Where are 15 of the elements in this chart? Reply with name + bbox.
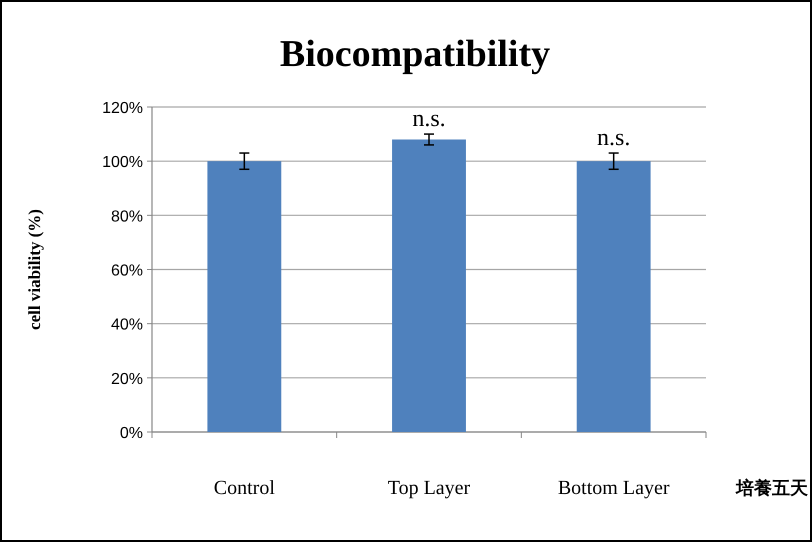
y-tick-label: 20% [110,370,143,388]
x-tick-label: Control [214,477,276,499]
y-tick-label: 80% [110,208,143,226]
y-tick-label: 100% [102,154,143,172]
y-tick-label: 120% [102,100,143,117]
y-tick-label: 60% [110,262,143,280]
y-tick-label: 0% [120,425,143,442]
y-tick-label: 40% [110,316,143,334]
x-tick-label: Bottom Layer [558,477,670,499]
y-axis-title: cell viability (%) [25,209,44,330]
text: 培養五天 [735,478,808,498]
chart-title: Biocompatibility [280,33,550,75]
annotation: n.s. [596,125,630,152]
annotation: n.s. [412,106,446,132]
x-tick-label: Top Layer [388,477,471,499]
